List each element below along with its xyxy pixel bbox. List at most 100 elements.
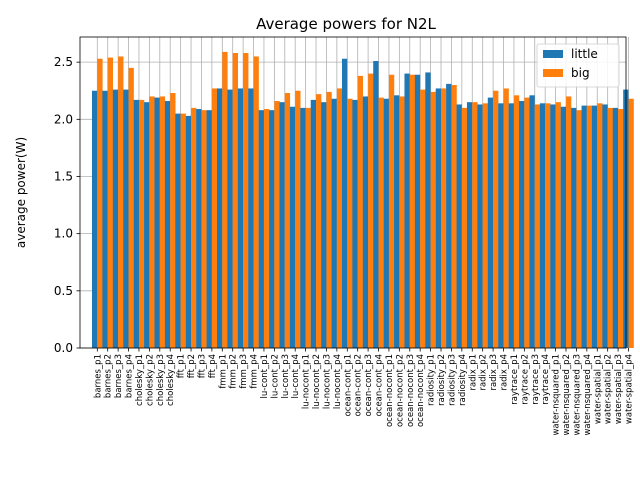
x-tick-label: fmm_p1 — [218, 354, 228, 389]
bar-big — [618, 109, 624, 349]
bar-big — [118, 56, 124, 348]
bar-big — [243, 53, 249, 348]
bar-big — [513, 95, 520, 348]
bar-big — [493, 90, 499, 349]
legend-swatch-big — [543, 69, 563, 77]
bar-little — [414, 74, 421, 348]
bar-little — [383, 98, 389, 348]
bar-little — [446, 83, 452, 349]
bar-big — [576, 110, 582, 348]
bar-big — [628, 98, 634, 348]
bar-big — [253, 56, 259, 348]
x-tick-label: fft_p4 — [208, 354, 218, 378]
x-tick-label: ocean-cont_p1 — [343, 354, 353, 416]
bars — [92, 51, 634, 349]
x-tick-label: radix_p4 — [500, 354, 510, 391]
bar-big — [555, 102, 561, 348]
bar-big — [326, 91, 332, 348]
bar-big — [295, 90, 301, 349]
legend-swatch-little — [543, 50, 563, 58]
bar-little — [164, 101, 171, 348]
x-tick-label: radix_p1 — [468, 354, 478, 391]
legend-label-little: little — [571, 47, 598, 61]
x-tick-label: barnes_p2 — [104, 354, 114, 398]
x-tick-label: water-spatial_p3 — [614, 354, 624, 424]
bar-little — [185, 115, 192, 349]
y-tick-label: 1.5 — [54, 169, 73, 183]
bar-big — [388, 74, 395, 348]
bar-little — [477, 104, 483, 348]
x-axis-ticks: barnes_p1 barnes_p2 barnes_p3 barnes_p4 chol… — [93, 348, 635, 436]
bar-little — [144, 102, 150, 348]
bar-little — [591, 105, 598, 349]
bar-little — [550, 104, 556, 348]
bar-little — [571, 107, 577, 348]
bar-little — [237, 88, 244, 348]
bar-big — [180, 113, 186, 348]
bar-little — [373, 61, 379, 349]
bar-big — [534, 104, 541, 348]
bar-big — [472, 102, 478, 348]
bar-big — [232, 53, 239, 348]
bar-big — [222, 51, 228, 348]
bar-little — [581, 105, 587, 349]
bar-little — [216, 88, 223, 348]
x-tick-label: ocean-nocont_p2 — [395, 354, 405, 427]
x-tick-label: ocean-nocont_p1 — [385, 354, 395, 427]
bar-little — [352, 99, 358, 348]
bar-little — [435, 88, 442, 348]
bar-big — [274, 101, 280, 348]
bar-big — [524, 97, 530, 348]
bar-little — [331, 98, 337, 348]
legend: little big — [536, 43, 620, 88]
x-tick-label: barnes_p4 — [125, 354, 135, 398]
bar-big — [420, 89, 426, 349]
bar-little — [175, 113, 181, 348]
bar-little — [362, 96, 369, 349]
y-axis-label: average power(W) — [14, 137, 28, 248]
bar-big — [97, 58, 103, 348]
bar-little — [456, 104, 462, 348]
bar-little — [248, 88, 254, 348]
x-tick-label: water-nsquared_p1 — [552, 354, 562, 436]
x-tick-label: lu-nocont_p2 — [312, 354, 322, 409]
y-tick-label: 2.5 — [54, 55, 73, 69]
bar-little — [519, 101, 525, 348]
bar-big — [607, 107, 613, 348]
x-tick-label: water-nsquared_p3 — [572, 354, 582, 436]
x-tick-label: raytrace_p3 — [531, 354, 541, 405]
bar-big — [191, 107, 197, 348]
x-tick-label: fft_p1 — [177, 354, 187, 378]
bar-little — [154, 97, 160, 348]
x-tick-label: raytrace_p1 — [510, 354, 520, 405]
y-tick-label: 2.0 — [54, 112, 73, 126]
y-tick-label: 1.0 — [54, 227, 73, 241]
x-tick-label: water-spatial_p2 — [604, 354, 614, 424]
bar-big — [201, 110, 207, 348]
x-tick-label: fmm_p2 — [229, 354, 239, 389]
x-tick-label: water-nsquared_p4 — [583, 354, 593, 436]
bar-little — [102, 90, 108, 349]
x-tick-label: lu-nocont_p4 — [333, 354, 343, 409]
bar-little — [300, 107, 306, 348]
bar-big — [399, 96, 405, 349]
x-tick-label: raytrace_p4 — [541, 354, 551, 405]
bar-little — [206, 110, 212, 348]
bar-big — [305, 107, 311, 348]
x-tick-label: ocean-nocont_p4 — [416, 354, 426, 427]
bar-big — [566, 96, 572, 349]
x-tick-label: fft_p3 — [197, 354, 207, 378]
bar-big — [451, 85, 457, 348]
bar-big — [430, 91, 436, 348]
x-tick-label: lu-cont_p1 — [260, 354, 270, 398]
x-tick-label: ocean-nocont_p3 — [406, 354, 416, 427]
bar-little — [133, 99, 139, 348]
chart-title: Average powers for N2L — [256, 15, 436, 33]
bar-little — [529, 95, 535, 348]
bar-little — [498, 103, 504, 348]
bar-big — [107, 57, 114, 349]
x-tick-label: cholesky_p4 — [166, 354, 176, 406]
bar-big — [128, 67, 134, 348]
bar-big — [149, 96, 155, 349]
